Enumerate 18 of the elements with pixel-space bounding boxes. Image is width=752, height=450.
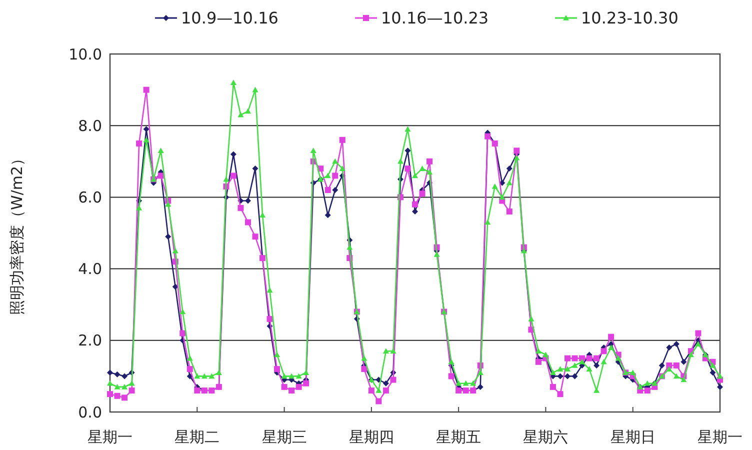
y-axis-title: 照明功率密度（W/m2）: [8, 150, 26, 316]
x-tick-label: 星期一: [88, 428, 132, 446]
y-tick-label: 0.0: [78, 403, 102, 422]
x-tick-label: 星期一: [698, 428, 742, 446]
y-tick-label: 2.0: [78, 332, 102, 350]
x-tick-label: 星期三: [262, 428, 307, 446]
x-tick-label: 星期六: [523, 428, 568, 446]
legend-label: 10.16—10.23: [381, 8, 489, 28]
legend-label: 10.9—10.16: [181, 8, 278, 28]
x-tick-label: 星期四: [348, 428, 394, 446]
x-tick-label: 星期五: [436, 428, 482, 446]
legend-label: 10.23-10.30: [581, 8, 678, 28]
y-tick-label: 10.0: [68, 45, 102, 64]
y-tick-label: 6.0: [78, 188, 102, 206]
x-tick-label: 星期日: [610, 428, 656, 446]
x-tick-label: 星期二: [174, 428, 220, 446]
y-tick-label: 8.0: [78, 116, 102, 135]
y-tick-label: 4.0: [78, 260, 102, 278]
